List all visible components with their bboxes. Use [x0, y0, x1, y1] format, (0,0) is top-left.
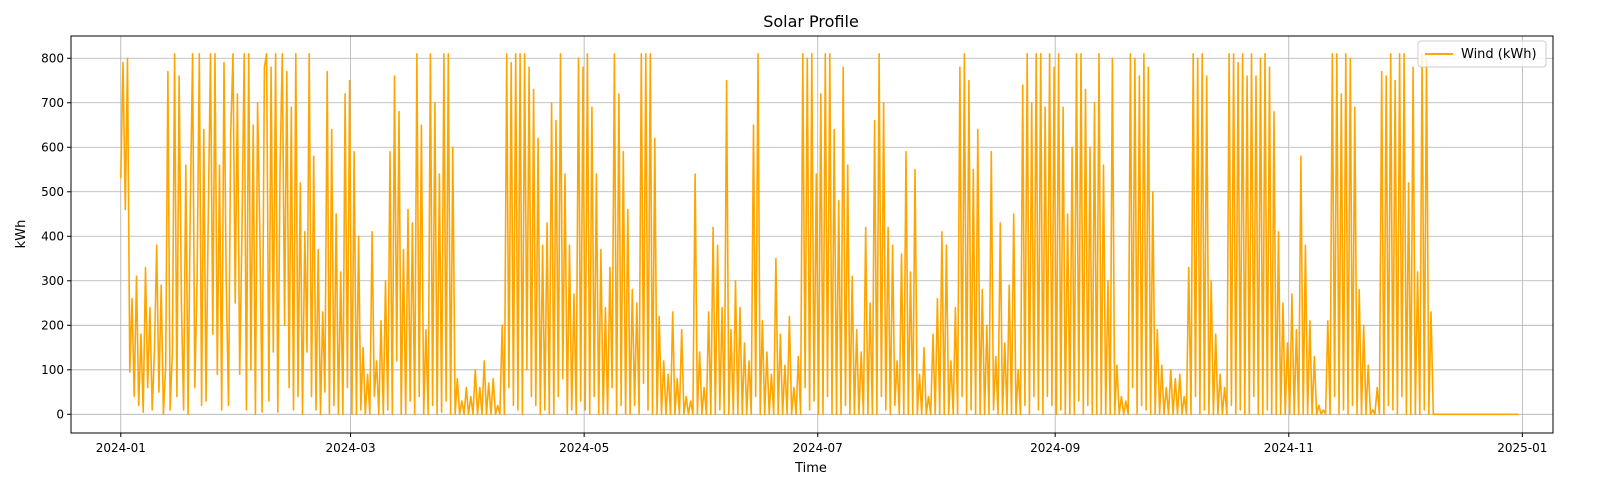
x-tick-label: 2024-05 — [559, 441, 609, 455]
x-axis-label: Time — [794, 461, 827, 476]
y-tick-label: 0 — [56, 407, 64, 421]
y-tick-label: 800 — [41, 51, 64, 65]
plot-frame — [70, 35, 1554, 434]
legend-box — [1417, 40, 1547, 68]
series-layer — [120, 53, 1519, 416]
legend-label: Wind (kWh) — [1461, 47, 1537, 62]
ticks: 0 100 200 300 400 500 600 700 800 2024-01 2024-03 2… — [41, 51, 1547, 455]
y-axis-label: kWh — [14, 220, 29, 249]
x-tick-label: 2024-09 — [1030, 441, 1080, 455]
y-tick-label: 600 — [41, 140, 64, 154]
y-tick-label: 400 — [41, 229, 64, 243]
y-tick-label: 500 — [41, 185, 64, 199]
y-tick-label: 700 — [41, 96, 64, 110]
x-tick-label: 2025-01 — [1497, 441, 1547, 455]
x-tick-label: 2024-03 — [325, 441, 375, 455]
legend: Wind (kWh) — [1417, 40, 1547, 68]
y-tick-label: 200 — [41, 318, 64, 332]
x-tick-label: 2024-01 — [96, 441, 146, 455]
x-tick-label: 2024-11 — [1264, 441, 1314, 455]
series-line — [120, 53, 1519, 416]
chart-title: Solar Profile — [763, 12, 859, 31]
y-tick-label: 300 — [41, 274, 64, 288]
y-tick-label: 100 — [41, 363, 64, 377]
x-tick-label: 2024-07 — [793, 441, 843, 455]
